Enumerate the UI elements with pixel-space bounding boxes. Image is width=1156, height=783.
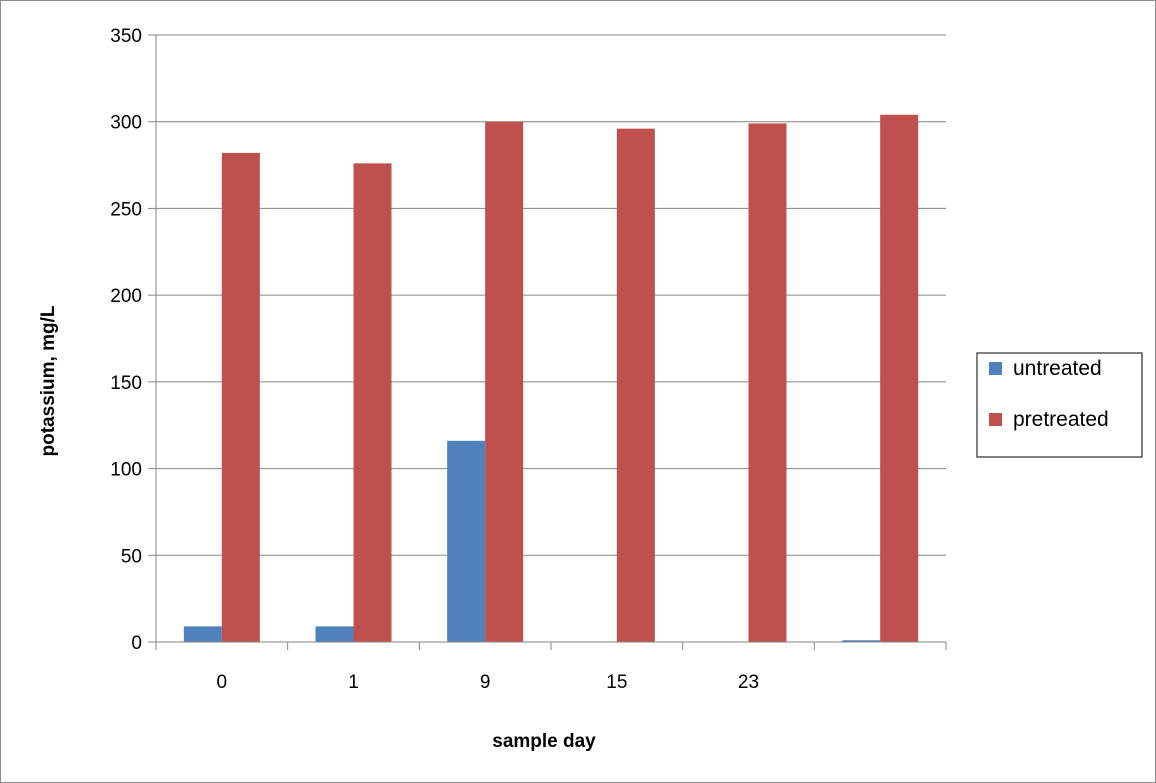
legend-swatch-untreated [989,362,1002,375]
x-tick-label: 23 [738,672,759,693]
gridlines [148,34,946,643]
x-tick-label: 0 [217,672,228,693]
legend-label-untreated: untreated [1013,357,1102,380]
bar-pretreated [880,114,919,642]
y-tick-label: 150 [110,373,142,394]
bars [183,114,919,643]
legend-box [976,352,1143,458]
y-tick-label: 50 [121,546,142,567]
y-tick-label: 350 [110,26,142,47]
legend-swatch-pretreated [989,413,1002,426]
legend-label-pretreated: pretreated [1013,408,1109,431]
y-axis-title: potassium, mg/L [38,305,59,456]
bar-pretreated [616,128,655,642]
bar-untreated [447,440,486,642]
x-tick-label: 1 [348,672,359,693]
bar-untreated [315,626,354,642]
x-tick-labels: 0 1 9 15 23 [217,672,760,693]
y-tick-label: 250 [110,199,142,220]
x-axis-title: sample day [492,731,596,752]
bar-pretreated [748,123,787,643]
bar-pretreated [353,163,392,642]
bar-untreated [183,626,222,642]
legend: untreated pretreated [976,352,1143,458]
x-tick-label: 9 [480,672,491,693]
y-tick-label: 100 [110,460,142,481]
y-tick-labels: 0 50 100 150 200 250 300 350 [110,26,142,654]
bar-pretreated [485,121,524,642]
axes [155,35,947,650]
y-tick-label: 300 [110,113,142,134]
bar-untreated [842,640,881,642]
y-tick-label: 0 [131,633,142,654]
y-tick-label: 200 [110,286,142,307]
x-tick-label: 15 [606,672,627,693]
bar-pretreated [221,152,260,642]
